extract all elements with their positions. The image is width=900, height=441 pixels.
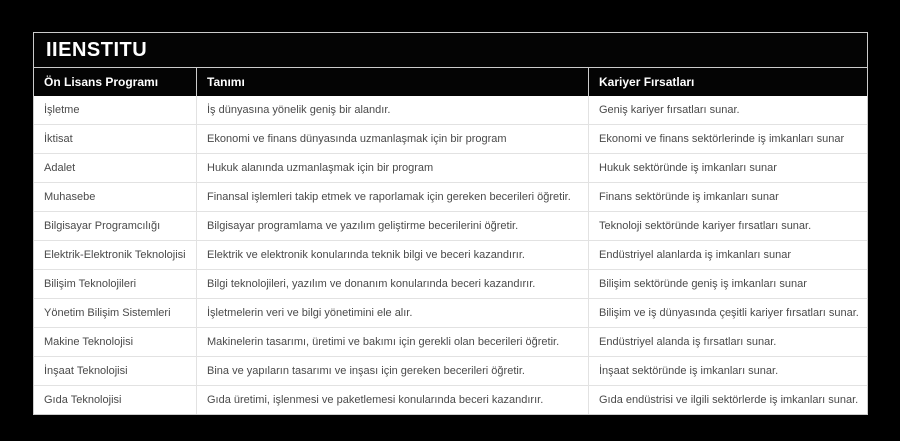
career-cell: Finans sektöründe iş imkanları sunar [588, 182, 867, 211]
program-cell: İktisat [34, 124, 196, 153]
description-cell: İş dünyasına yönelik geniş bir alandır. [196, 96, 588, 124]
table-row: Elektrik-Elektronik Teknolojisi Elektrik… [34, 240, 867, 269]
career-cell: Bilişim sektöründe geniş iş imkanları su… [588, 269, 867, 298]
program-cell: Muhasebe [34, 182, 196, 211]
program-cell: Makine Teknolojisi [34, 327, 196, 356]
description-cell: Makinelerin tasarımı, üretimi ve bakımı … [196, 327, 588, 356]
table-row: İşletme İş dünyasına yönelik geniş bir a… [34, 96, 867, 124]
program-cell: Yönetim Bilişim Sistemleri [34, 298, 196, 327]
career-cell: İnşaat sektöründe iş imkanları sunar. [588, 356, 867, 385]
description-cell: Bilgisayar programlama ve yazılım gelişt… [196, 211, 588, 240]
program-cell: Elektrik-Elektronik Teknolojisi [34, 240, 196, 269]
table-row: Makine Teknolojisi Makinelerin tasarımı,… [34, 327, 867, 356]
career-cell: Gıda endüstrisi ve ilgili sektörlerde iş… [588, 385, 867, 414]
career-cell: Geniş kariyer fırsatları sunar. [588, 96, 867, 124]
column-header-program: Ön Lisans Programı [44, 75, 159, 89]
description-cell: Bilgi teknolojileri, yazılım ve donanım … [196, 269, 588, 298]
career-cell: Hukuk sektöründe iş imkanları sunar [588, 153, 867, 182]
table-row: Bilgisayar Programcılığı Bilgisayar prog… [34, 211, 867, 240]
table-body: İşletme İş dünyasına yönelik geniş bir a… [34, 96, 867, 414]
table-row: Yönetim Bilişim Sistemleri İşletmelerin … [34, 298, 867, 327]
programs-table: IIENSTITU Ön Lisans Programı Tanımı Kari… [33, 32, 868, 415]
career-cell: Bilişim ve iş dünyasında çeşitli kariyer… [588, 298, 867, 327]
description-cell: İşletmelerin veri ve bilgi yönetimini el… [196, 298, 588, 327]
table-row: Muhasebe Finansal işlemleri takip etmek … [34, 182, 867, 211]
description-cell: Hukuk alanında uzmanlaşmak için bir prog… [196, 153, 588, 182]
program-cell: Gıda Teknolojisi [34, 385, 196, 414]
table-row: İnşaat Teknolojisi Bina ve yapıların tas… [34, 356, 867, 385]
column-header-description: Tanımı [196, 68, 588, 96]
table-row: İktisat Ekonomi ve finans dünyasında uzm… [34, 124, 867, 153]
career-cell: Teknoloji sektöründe kariyer fırsatları … [588, 211, 867, 240]
career-cell: Ekonomi ve finans sektörlerinde iş imkan… [588, 124, 867, 153]
program-cell: Bilgisayar Programcılığı [34, 211, 196, 240]
table-row: Gıda Teknolojisi Gıda üretimi, işlenmesi… [34, 385, 867, 414]
program-cell: Adalet [34, 153, 196, 182]
table-row: Bilişim Teknolojileri Bilgi teknolojiler… [34, 269, 867, 298]
table-row: Adalet Hukuk alanında uzmanlaşmak için b… [34, 153, 867, 182]
program-cell: İşletme [44, 104, 80, 116]
program-cell: Bilişim Teknolojileri [34, 269, 196, 298]
description-cell: Bina ve yapıların tasarımı ve inşası içi… [196, 356, 588, 385]
career-cell: Endüstriyel alanlarda iş imkanları sunar [588, 240, 867, 269]
description-cell: Finansal işlemleri takip etmek ve raporl… [196, 182, 588, 211]
description-cell: Ekonomi ve finans dünyasında uzmanlaşmak… [196, 124, 588, 153]
description-cell: Gıda üretimi, işlenmesi ve paketlemesi k… [196, 385, 588, 414]
description-cell: Elektrik ve elektronik konularında tekni… [196, 240, 588, 269]
table-header-row: Ön Lisans Programı Tanımı Kariyer Fırsat… [34, 68, 867, 96]
program-cell: İnşaat Teknolojisi [34, 356, 196, 385]
career-cell: Endüstriyel alanda iş fırsatları sunar. [588, 327, 867, 356]
column-header-career: Kariyer Fırsatları [588, 68, 867, 96]
table-title: IIENSTITU [34, 33, 867, 68]
